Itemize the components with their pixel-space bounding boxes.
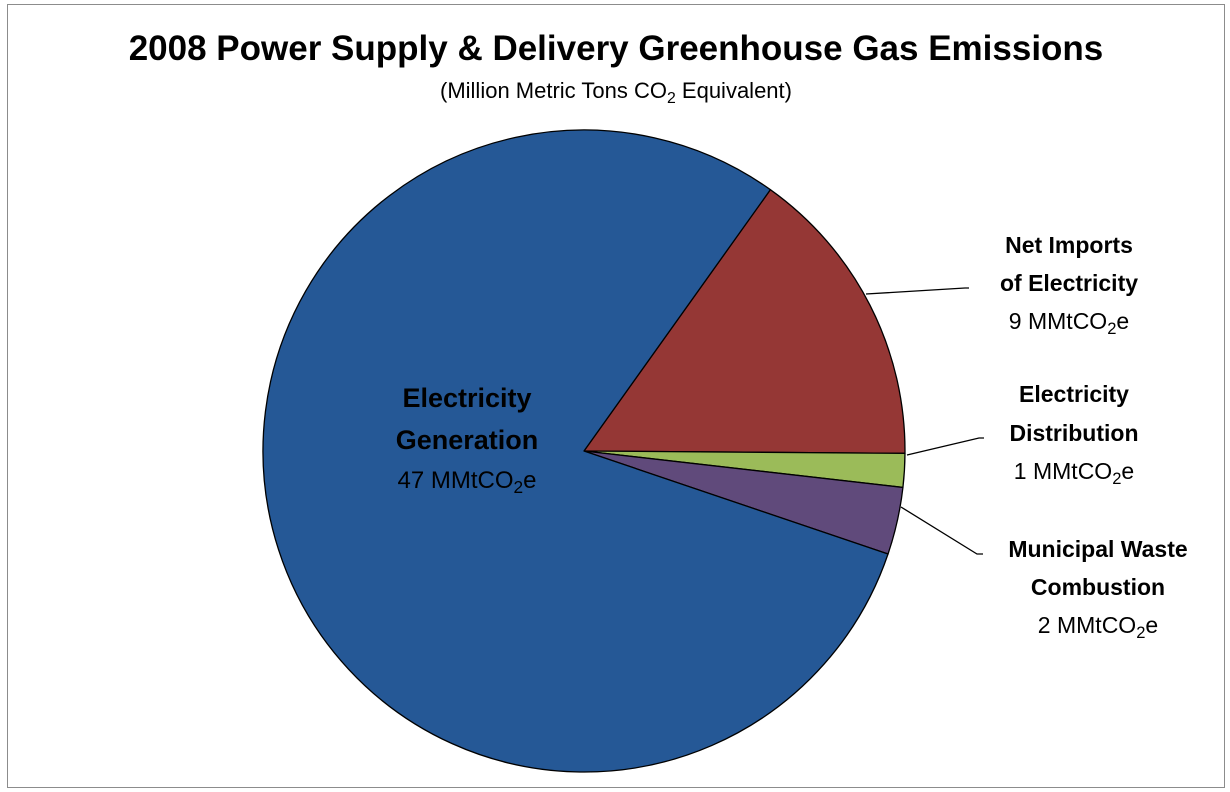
label-net-imports-line1: Net Imports: [1005, 232, 1133, 258]
unit-subscript: 2: [514, 477, 524, 497]
chart-subtitle-prefix: (Million Metric Tons CO: [440, 78, 667, 103]
label-municipal-waste-line2: Combustion: [1031, 574, 1165, 600]
label-distribution-value: 1 MMtCO2e: [1014, 458, 1134, 488]
unit-prefix: MMtCO: [1057, 612, 1136, 638]
label-distribution-line2: Distribution: [1009, 420, 1138, 446]
label-municipal-waste-line1: Municipal Waste: [1008, 536, 1187, 562]
slice-net-imports: [583, 189, 906, 454]
leader-line-distribution: [906, 437, 984, 456]
leader-line-net-imports: [865, 287, 969, 295]
chart-frame: 2008 Power Supply & Delivery Greenhouse …: [7, 4, 1225, 788]
label-net-imports-value: 9 MMtCO2e: [1009, 308, 1129, 338]
value-number: 9: [1009, 308, 1022, 334]
unit-suffix: e: [523, 467, 536, 494]
label-generation-value: 47 MMtCO2e: [398, 467, 537, 497]
label-generation-line2: Generation: [396, 425, 539, 455]
label-municipal-waste-value: 2 MMtCO2e: [1038, 612, 1158, 642]
label-net-imports: Net Imports of Electricity 9 MMtCO2e: [1000, 232, 1138, 338]
label-municipal-waste: Municipal Waste Combustion 2 MMtCO2e: [1008, 536, 1187, 642]
pie-slices: [262, 129, 906, 773]
slice-generation: [262, 129, 889, 773]
chart-subtitle-subscript: 2: [667, 90, 676, 107]
unit-prefix: MMtCO: [1033, 458, 1112, 484]
label-generation-line1: Electricity: [402, 383, 531, 413]
label-distribution-line1: Electricity: [1019, 381, 1129, 407]
unit-subscript: 2: [1136, 623, 1145, 642]
leader-lines: [865, 287, 984, 555]
unit-subscript: 2: [1107, 319, 1116, 338]
unit-subscript: 2: [1112, 469, 1121, 488]
chart-subtitle: (Million Metric Tons CO2 Equivalent): [440, 78, 792, 107]
label-net-imports-line2: of Electricity: [1000, 270, 1138, 296]
unit-suffix: e: [1121, 458, 1134, 484]
label-generation: Electricity Generation 47 MMtCO2e: [396, 383, 539, 497]
unit-suffix: e: [1145, 612, 1158, 638]
value-number: 1: [1014, 458, 1027, 484]
unit-suffix: e: [1116, 308, 1129, 334]
pie-chart: 2008 Power Supply & Delivery Greenhouse …: [129, 29, 1188, 773]
label-distribution: Electricity Distribution 1 MMtCO2e: [1009, 381, 1138, 488]
leader-line-municipal-waste: [900, 506, 983, 555]
unit-prefix: MMtCO: [431, 467, 514, 494]
chart-title: 2008 Power Supply & Delivery Greenhouse …: [129, 29, 1104, 68]
value-number: 47: [398, 467, 425, 494]
value-number: 2: [1038, 612, 1051, 638]
chart-subtitle-suffix: Equivalent): [676, 78, 792, 103]
unit-prefix: MMtCO: [1028, 308, 1107, 334]
